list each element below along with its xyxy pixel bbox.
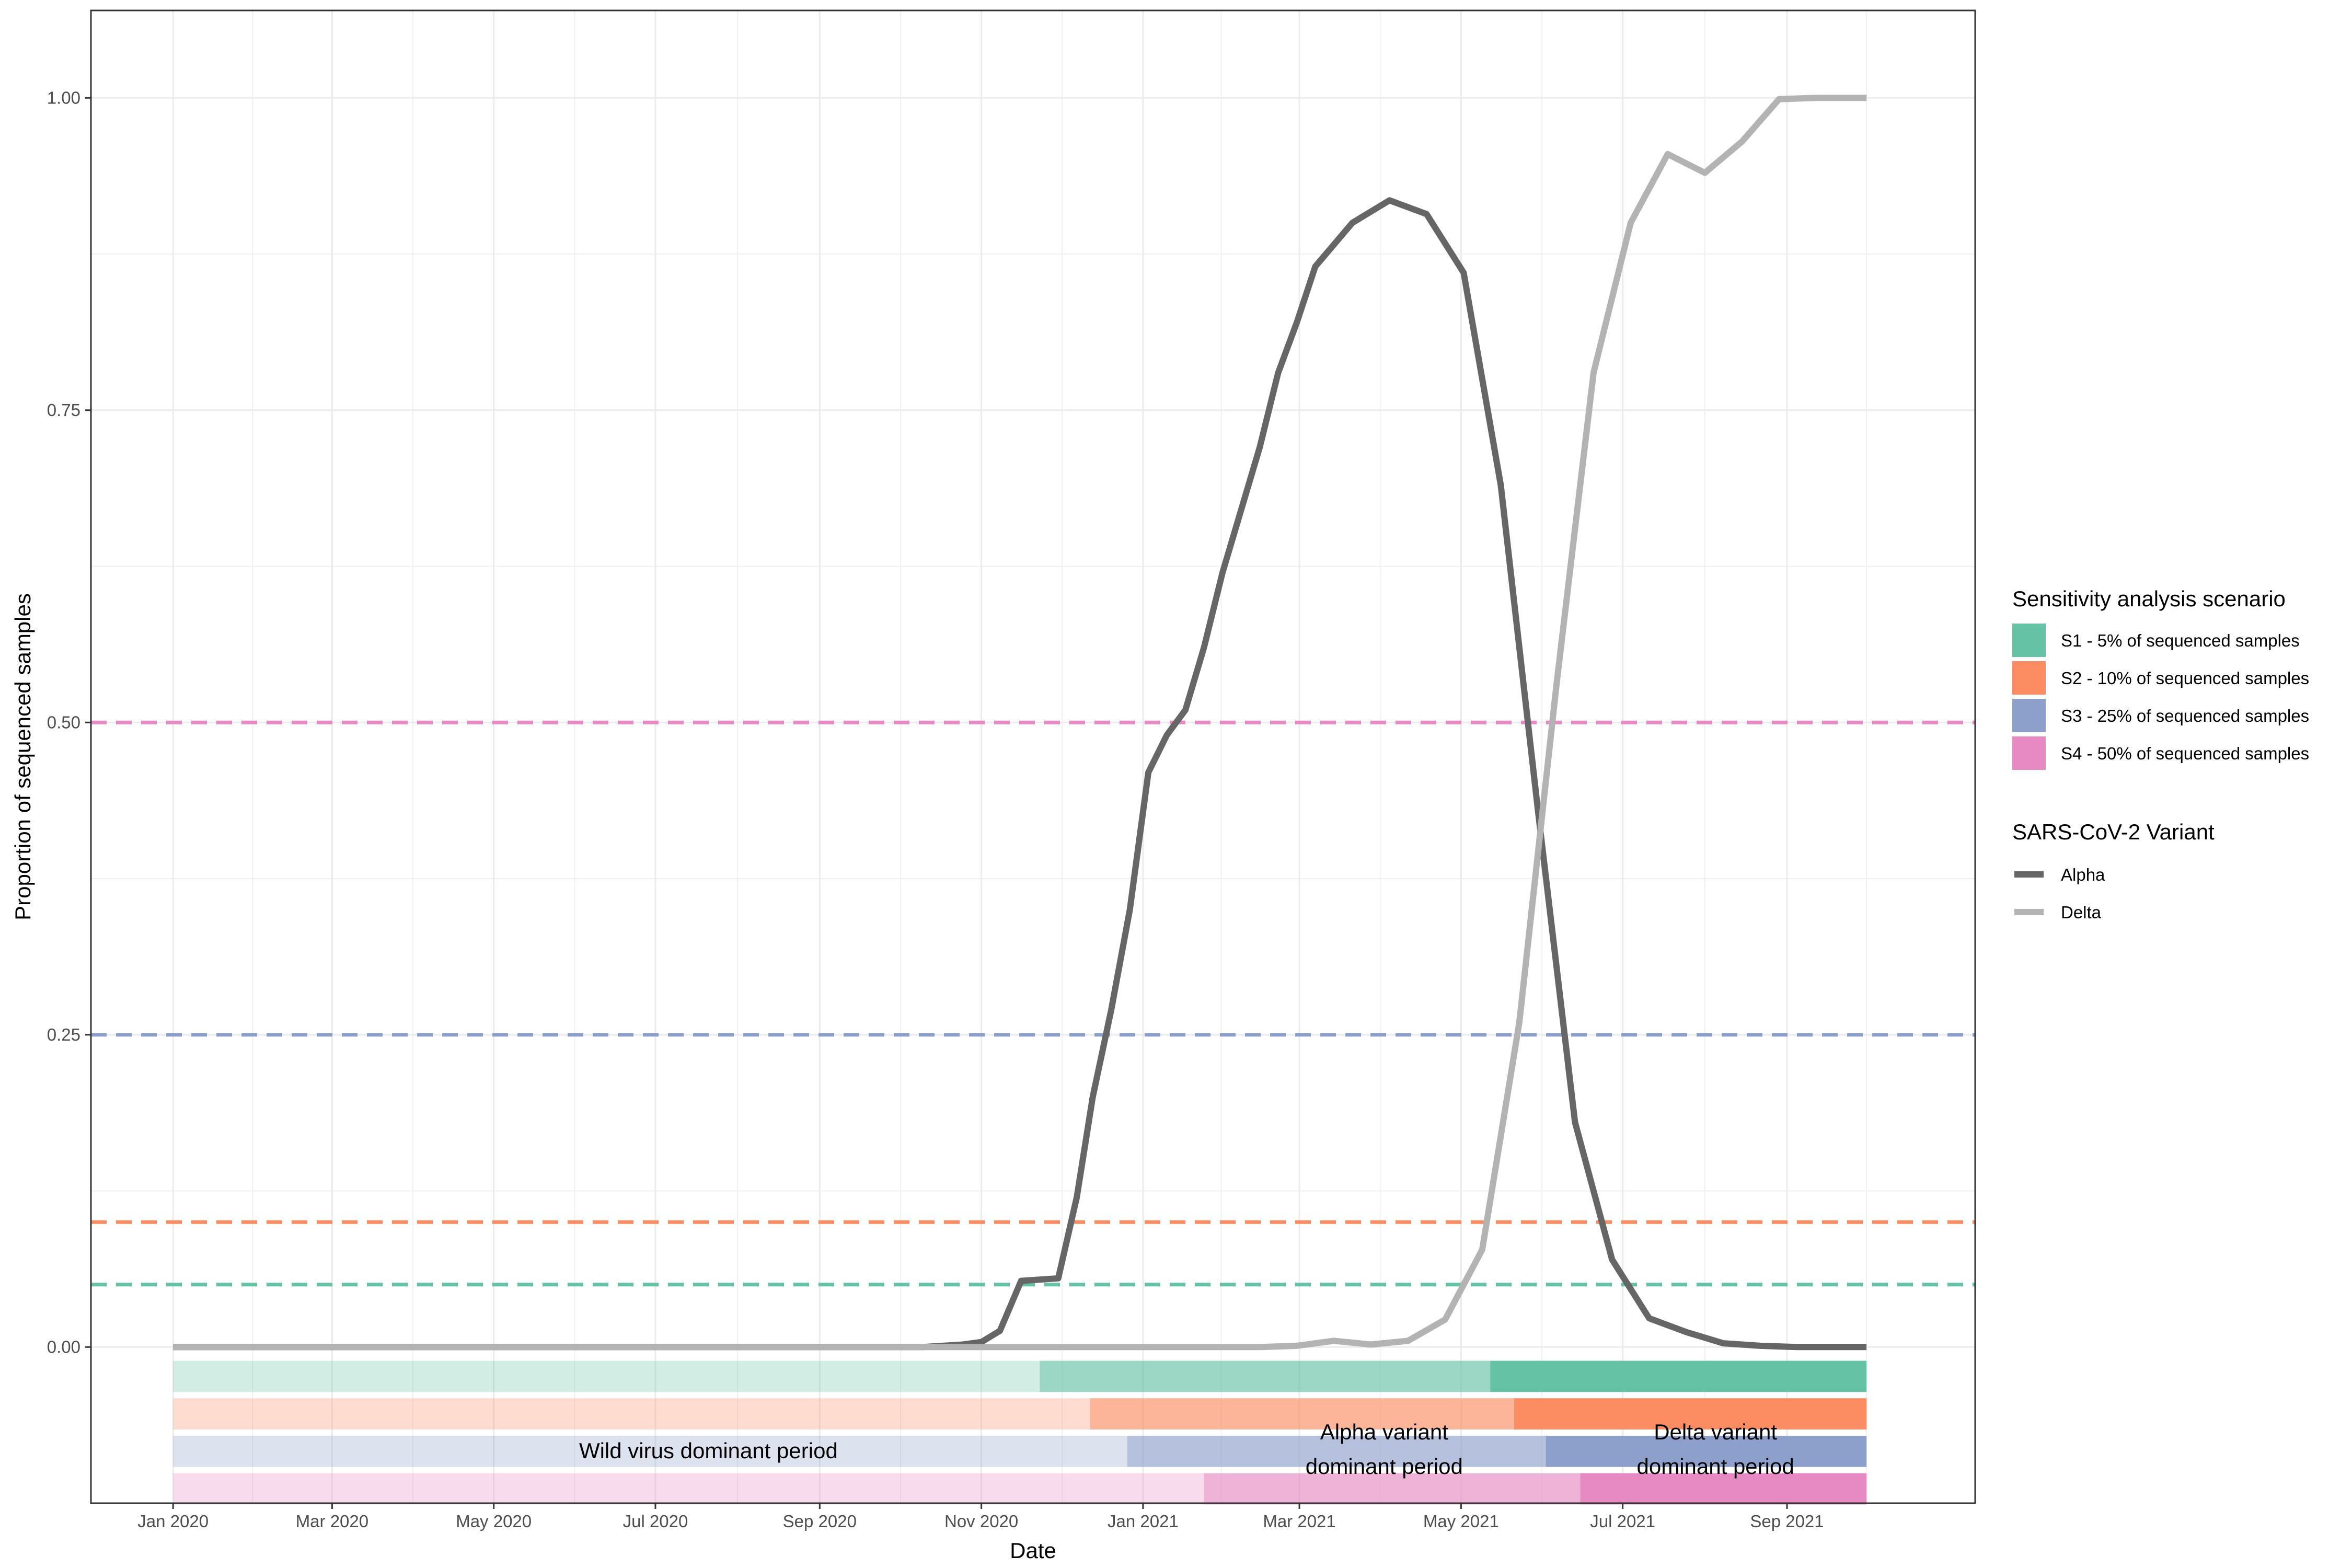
x-tick-label: Mar 2020 [296,1512,368,1531]
legend-key-scenario-2 [2012,661,2046,695]
period-label-1-line-0: Alpha variant [1320,1420,1448,1444]
period-label-2-line-0: Delta variant [1654,1420,1777,1444]
period-band-s1 [173,1361,1867,1392]
x-tick-label: May 2021 [1423,1512,1499,1531]
x-tick-label: Jan 2020 [137,1512,209,1531]
period-band-s3 [173,1435,1867,1467]
band-segment-alpha [1127,1435,1546,1467]
x-tick-label: Jul 2021 [1590,1512,1655,1531]
period-band-s4 [173,1473,1867,1505]
band-segment-alpha [1090,1398,1514,1429]
y-tick-label: 0.25 [47,1025,80,1044]
legend-key-scenario-3 [2012,699,2046,732]
legend-label-scenario-2: S2 - 10% of sequenced samples [2061,668,2309,688]
x-tick-label: May 2020 [456,1512,532,1531]
plot-panel [91,10,1975,1503]
legend-label-scenario-1: S1 - 5% of sequenced samples [2061,631,2300,650]
period-label-2-line-1: dominant period [1637,1454,1794,1479]
series-line-delta [173,95,1867,1351]
plot-border [90,9,1976,1504]
legend-key-scenario-1 [2012,624,2046,657]
legend-label-scenario-3: S3 - 25% of sequenced samples [2061,706,2309,725]
legend-label-variant-alpha: Alpha [2061,865,2105,884]
legend-label-scenario-4: S4 - 50% of sequenced samples [2061,744,2309,763]
period-band-s2 [173,1398,1867,1429]
band-segment-alpha [1040,1361,1491,1392]
legend-scenario-title: Sensitivity analysis scenario [2012,586,2286,611]
band-segment-delta [1490,1361,1867,1392]
band-segment-delta [1580,1473,1867,1505]
band-segment-wild [173,1435,1127,1467]
series-line-alpha [173,197,1867,1351]
y-tick-label: 1.00 [47,88,80,107]
legend-key-scenario-4 [2012,736,2046,770]
x-axis-title: Date [1010,1538,1056,1563]
period-label-1-line-1: dominant period [1306,1454,1463,1479]
x-tick-label: Jan 2021 [1108,1512,1179,1531]
band-segment-alpha [1204,1473,1581,1505]
band-segment-delta [1546,1435,1867,1467]
band-segment-wild [173,1398,1090,1429]
band-segment-wild [173,1361,1040,1392]
legend-variant-title: SARS-CoV-2 Variant [2012,820,2215,844]
y-tick-label: 0.00 [47,1337,80,1356]
y-tick-label: 0.75 [47,400,80,420]
y-axis-title: Proportion of sequenced samples [10,593,35,920]
band-segment-wild [173,1473,1204,1505]
band-segment-delta [1514,1398,1867,1429]
period-label-0-line-0: Wild virus dominant period [579,1438,838,1463]
y-tick-label: 0.50 [47,712,80,732]
legend-label-variant-delta: Delta [2061,903,2102,922]
x-tick-label: Sep 2020 [783,1512,857,1531]
x-tick-label: Jul 2020 [623,1512,688,1531]
x-tick-label: Mar 2021 [1263,1512,1335,1531]
x-tick-label: Sep 2021 [1750,1512,1824,1531]
x-tick-label: Nov 2020 [944,1512,1018,1531]
